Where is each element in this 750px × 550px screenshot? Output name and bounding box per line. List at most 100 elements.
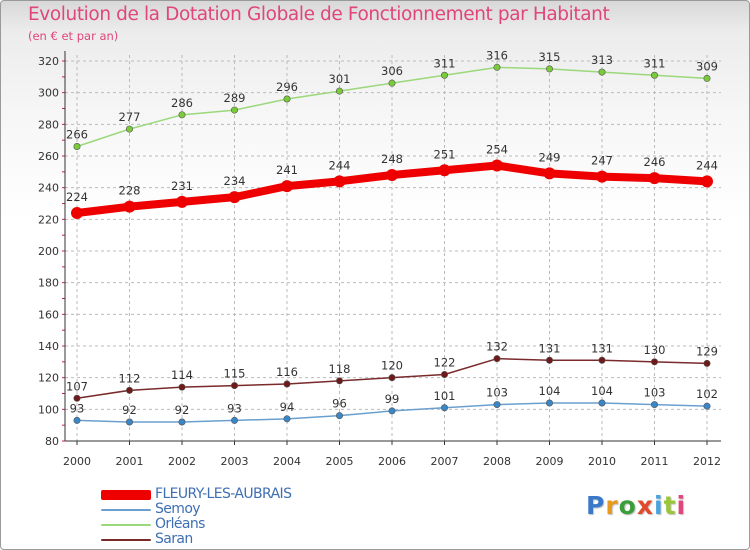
data-label-orl-ans-2010: 313 <box>591 53 613 67</box>
data-point-saran-2010 <box>598 356 606 364</box>
logo-letter: i <box>676 491 687 520</box>
data-label-orl-ans-2002: 286 <box>171 96 193 110</box>
y-tick-label-180: 180 <box>38 277 59 290</box>
data-point-saran-2001 <box>126 386 134 394</box>
data-point-saran-2004 <box>283 380 291 388</box>
legend-item-orl-ans: Orléans <box>101 516 361 532</box>
data-label-semoy-2004: 94 <box>280 400 295 414</box>
data-point-semoy-2005 <box>335 412 343 420</box>
data-point-fleury-les-aubrais-2012 <box>701 175 713 188</box>
y-tick-label-260: 260 <box>38 150 59 163</box>
data-label-semoy-2010: 104 <box>591 384 613 398</box>
chart-subtitle: (en € et par an) <box>28 29 119 43</box>
x-tick-label-2007: 2007 <box>431 455 459 468</box>
data-label-semoy-2003: 93 <box>227 401 242 415</box>
data-point-saran-2009 <box>545 356 553 364</box>
logo-letter: r <box>605 491 619 520</box>
data-label-fleury-les-aubrais-2010: 247 <box>591 154 613 168</box>
data-label-semoy-2009: 104 <box>539 384 561 398</box>
logo-letter: i <box>654 491 664 520</box>
data-point-orl-ans-2005 <box>335 87 343 95</box>
data-label-semoy-2005: 96 <box>332 397 347 411</box>
data-label-fleury-les-aubrais-2002: 231 <box>171 179 193 193</box>
y-tick-label-200: 200 <box>38 245 59 258</box>
data-point-fleury-les-aubrais-2003 <box>228 191 241 204</box>
data-point-fleury-les-aubrais-2005 <box>333 175 346 188</box>
data-label-saran-2006: 120 <box>381 359 403 373</box>
data-label-saran-2009: 131 <box>539 341 561 355</box>
x-tick-label-2003: 2003 <box>221 455 249 468</box>
x-tick-label-2012: 2012 <box>693 455 721 468</box>
data-point-orl-ans-2012 <box>703 74 711 82</box>
data-label-saran-2002: 114 <box>171 368 193 382</box>
data-point-fleury-les-aubrais-2000 <box>71 207 83 219</box>
data-label-semoy-2001: 92 <box>122 403 137 417</box>
data-point-fleury-les-aubrais-2008 <box>491 159 503 172</box>
gridlines <box>65 55 721 442</box>
data-point-fleury-les-aubrais-2004 <box>281 180 293 193</box>
data-point-saran-2006 <box>388 374 396 382</box>
legend-label-saran: Saran <box>155 531 193 547</box>
data-label-saran-2011: 130 <box>644 343 666 357</box>
data-point-semoy-2006 <box>388 407 396 415</box>
data-label-fleury-les-aubrais-2005: 244 <box>329 158 351 172</box>
data-label-semoy-2008: 103 <box>486 386 508 400</box>
data-label-orl-ans-2003: 289 <box>224 91 246 105</box>
data-label-fleury-les-aubrais-2008: 254 <box>486 143 508 157</box>
data-point-fleury-les-aubrais-2002 <box>176 195 188 208</box>
data-point-semoy-2002 <box>178 418 186 426</box>
data-label-fleury-les-aubrais-2012: 244 <box>696 158 718 172</box>
data-point-semoy-2010 <box>598 399 606 407</box>
data-label-orl-ans-2011: 311 <box>644 56 666 70</box>
data-point-fleury-les-aubrais-2010 <box>596 170 608 183</box>
data-point-saran-2008 <box>493 355 501 363</box>
legend-swatch-orl-ans <box>101 524 151 526</box>
x-tick-label-2004: 2004 <box>273 455 301 468</box>
data-label-orl-ans-2007: 311 <box>434 56 456 70</box>
y-tick-label-100: 100 <box>38 403 59 416</box>
data-point-orl-ans-2007 <box>440 71 448 79</box>
data-label-saran-2010: 131 <box>591 341 613 355</box>
data-point-orl-ans-2004 <box>283 95 291 103</box>
data-point-orl-ans-2006 <box>388 79 396 87</box>
x-tick-label-2002: 2002 <box>168 455 196 468</box>
data-label-orl-ans-2005: 301 <box>329 72 351 86</box>
data-point-orl-ans-2008 <box>493 63 501 71</box>
data-label-orl-ans-2009: 315 <box>539 50 561 64</box>
axes: 80 100 120 140 160 180 200 220 240 260 280 300 320 20… <box>38 51 721 468</box>
data-label-saran-2001: 112 <box>119 371 141 385</box>
x-tick-label-2000: 2000 <box>63 455 91 468</box>
chart-title: Evolution de la Dotation Globale de Fonc… <box>28 4 610 25</box>
data-point-fleury-les-aubrais-2009 <box>543 167 556 180</box>
data-point-saran-2003 <box>231 382 239 390</box>
data-point-semoy-2001 <box>126 418 134 426</box>
series-layer <box>71 63 713 426</box>
data-label-saran-2004: 116 <box>276 365 298 379</box>
data-label-orl-ans-2012: 309 <box>696 59 718 73</box>
data-label-orl-ans-2008: 316 <box>486 48 508 62</box>
data-point-fleury-les-aubrais-2006 <box>386 169 398 181</box>
data-point-saran-2002 <box>178 383 186 391</box>
legend-label-semoy: Semoy <box>155 501 201 517</box>
logo-letter: P <box>586 491 606 520</box>
data-label-semoy-2000: 93 <box>70 401 85 415</box>
data-label-orl-ans-2006: 306 <box>381 64 403 78</box>
x-tick-label-2001: 2001 <box>116 455 144 468</box>
logo-letter: t <box>663 491 677 520</box>
legend-item-fleury-les-aubrais: FLEURY-LES-AUBRAIS <box>101 486 361 502</box>
data-point-orl-ans-2002 <box>178 111 186 119</box>
y-tick-label-320: 320 <box>38 55 59 68</box>
data-label-saran-2005: 118 <box>329 362 351 376</box>
data-label-saran-2000: 107 <box>66 379 88 393</box>
y-tick-label-80: 80 <box>45 435 59 448</box>
data-label-fleury-les-aubrais-2007: 251 <box>434 147 456 161</box>
x-tick-label-2011: 2011 <box>641 455 669 468</box>
data-point-saran-2007 <box>440 370 448 378</box>
data-point-semoy-2012 <box>703 402 711 410</box>
data-point-fleury-les-aubrais-2001 <box>123 200 136 213</box>
data-point-semoy-2000 <box>73 416 81 424</box>
y-tick-label-240: 240 <box>38 182 59 195</box>
y-tick-label-140: 140 <box>38 340 59 353</box>
x-tick-label-2005: 2005 <box>326 455 354 468</box>
